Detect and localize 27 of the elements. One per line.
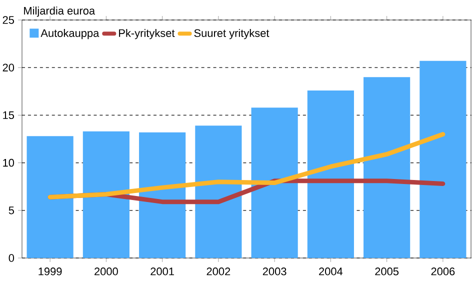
y-tick-label: 5 [8,206,14,214]
y-tick-label: 20 [2,64,14,72]
bar [364,77,410,258]
x-tick-label: 2003 [262,268,286,276]
legend-label: Pk-yritykset [119,28,175,40]
y-tick-label: 15 [3,111,14,120]
y-tick-label: 0 [8,254,14,262]
line-series [48,132,446,200]
legend-label: Autokauppa [40,28,100,40]
y-tick-label: 25 [2,16,14,24]
y-tick-label: 10 [3,158,14,167]
bar [82,131,130,258]
bar [195,126,242,258]
bar [307,90,354,258]
x-tick-label: 1999 [38,268,62,276]
x-tick-label: 2001 [150,268,174,276]
x-tick-label: 2006 [431,268,455,276]
legend-label: Suuret yritykset [194,28,270,40]
x-tick-label: 2002 [206,268,230,276]
bar [251,108,298,258]
x-tick-label: 2004 [319,268,343,276]
x-tick-label: 2000 [94,268,118,276]
bar [420,60,466,258]
y-axis-title: Miljardia euroa [24,6,96,17]
bar [139,132,186,258]
x-tick-label: 2005 [375,268,399,276]
bar [26,136,74,258]
